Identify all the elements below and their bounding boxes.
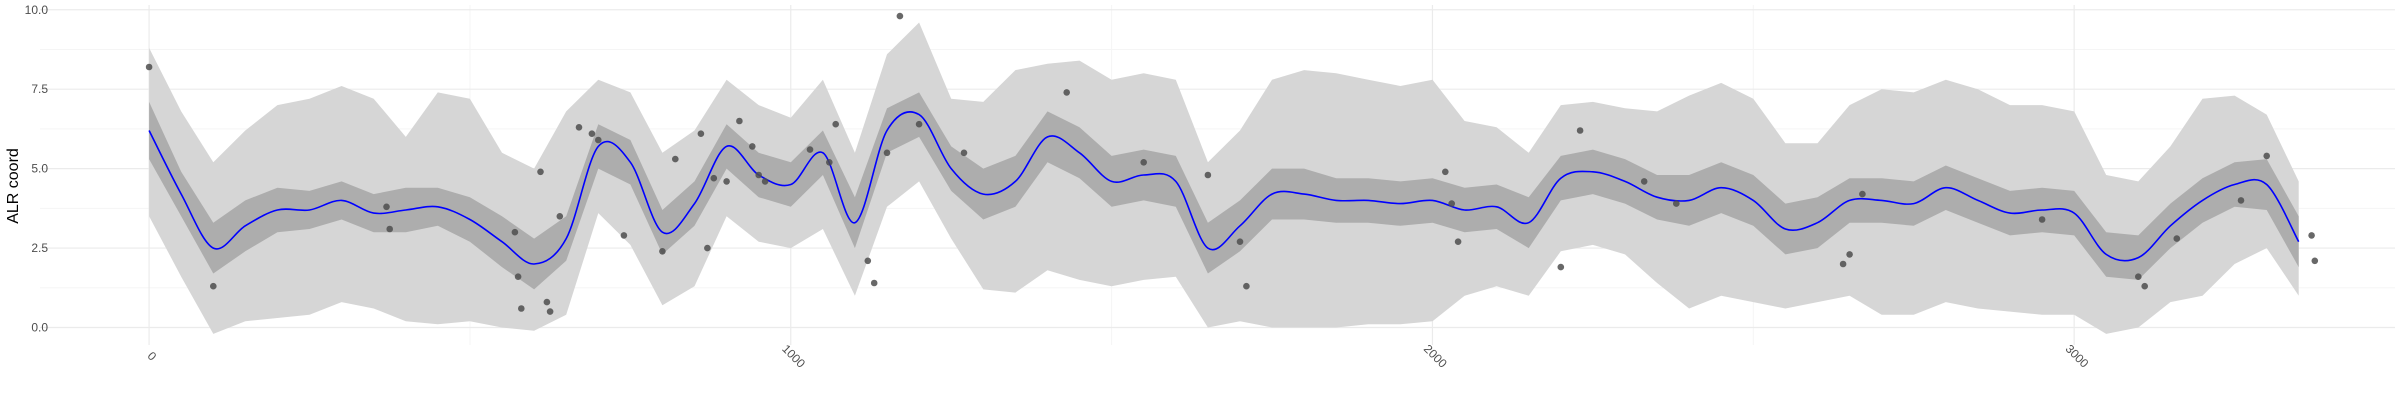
- data-point: [761, 178, 769, 185]
- data-point: [511, 228, 519, 236]
- data-point: [1204, 171, 1212, 179]
- data-point: [383, 203, 390, 211]
- data-point: [710, 174, 718, 182]
- data-point: [2135, 273, 2142, 281]
- data-point: [806, 146, 814, 153]
- data-point: [595, 136, 602, 144]
- data-point: [1576, 127, 1584, 134]
- data-point: [588, 130, 596, 137]
- data-point: [826, 159, 833, 166]
- data-point: [883, 149, 891, 157]
- y-axis-tick-labels: 0.0 2.5 5.0 7.5 10.0: [25, 3, 49, 335]
- data-point: [755, 171, 762, 179]
- data-point: [1640, 178, 1648, 185]
- data-point: [537, 168, 544, 176]
- data-point: [723, 178, 730, 185]
- outer-confidence-band: [149, 22, 2299, 334]
- data-point: [386, 225, 394, 233]
- data-point: [556, 213, 564, 220]
- data-point: [1557, 263, 1565, 271]
- data-point: [2141, 282, 2148, 290]
- data-point: [704, 244, 711, 252]
- data-point: [1846, 251, 1853, 258]
- data-point: [1243, 282, 1250, 290]
- data-point: [697, 130, 705, 137]
- mean-line: [148, 111, 2300, 265]
- data-point: [2038, 216, 2046, 223]
- confidence-bands: [149, 22, 2299, 334]
- data-point: [1442, 168, 1449, 176]
- data-point: [1859, 190, 1866, 198]
- data-point: [736, 117, 743, 125]
- data-point: [960, 149, 968, 157]
- data-point: [672, 155, 679, 163]
- data-point: [659, 248, 666, 255]
- y-tick-label: 0.0: [31, 321, 48, 335]
- data-point: [915, 120, 923, 128]
- y-tick-label: 2.5: [31, 241, 48, 255]
- data-point: [749, 143, 756, 150]
- data-point: [1839, 260, 1847, 268]
- data-point: [2311, 257, 2319, 265]
- data-point: [2263, 152, 2270, 160]
- data-point: [1063, 89, 1070, 96]
- data-points: [145, 12, 2319, 315]
- data-point: [1454, 238, 1462, 245]
- data-point: [546, 308, 554, 315]
- data-point: [2173, 235, 2181, 242]
- data-point: [145, 63, 153, 71]
- data-point: [864, 257, 872, 265]
- data-point: [896, 12, 904, 20]
- data-point: [575, 124, 583, 131]
- data-point: [518, 305, 525, 312]
- mean-line-group: [148, 111, 2300, 265]
- data-point: [2237, 197, 2245, 204]
- data-point: [1236, 238, 1244, 245]
- data-point: [1448, 200, 1455, 207]
- data-point: [210, 282, 217, 290]
- data-point: [870, 279, 878, 287]
- y-tick-label: 10.0: [25, 3, 49, 17]
- inner-confidence-band: [149, 92, 2299, 290]
- data-point: [1140, 159, 1147, 166]
- data-point: [514, 273, 522, 281]
- data-point: [832, 120, 839, 128]
- y-axis-title: ALR coord: [5, 148, 22, 224]
- y-tick-label: 7.5: [31, 82, 48, 96]
- y-tick-label: 5.0: [31, 162, 48, 176]
- data-point: [620, 232, 628, 239]
- data-point: [1673, 200, 1680, 207]
- data-point: [543, 298, 551, 306]
- data-point: [2308, 232, 2315, 239]
